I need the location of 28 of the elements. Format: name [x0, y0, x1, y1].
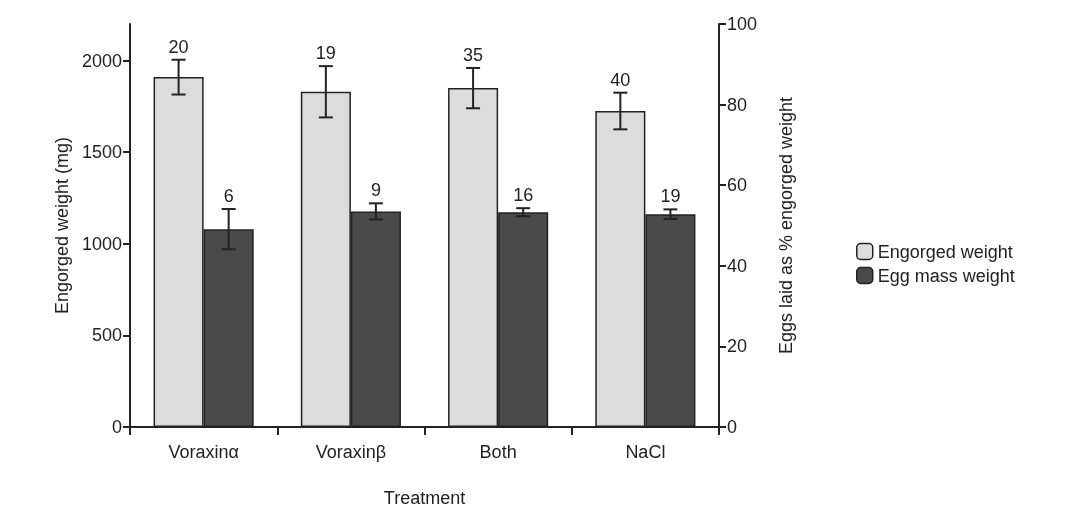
- y-tick-label: 2000: [81, 50, 122, 71]
- y2-tick-label: 40: [727, 255, 748, 276]
- y2-axis-title: Eggs laid as % engorged weight: [776, 96, 796, 355]
- annotation: 35: [463, 44, 484, 65]
- y2-tick-label: 20: [727, 336, 748, 357]
- x-tick-label: Voraxinβ: [315, 442, 387, 462]
- y2-tick-label: 100: [727, 14, 758, 34]
- annotation: 6: [223, 186, 234, 207]
- y-tick-label: 1500: [81, 142, 122, 163]
- legend-label: Engorged weight: [877, 241, 1013, 262]
- annotation: 19: [315, 43, 336, 64]
- annotation: 40: [610, 69, 631, 90]
- y2-tick-label: 0: [727, 417, 738, 437]
- annotation: 9: [370, 180, 381, 201]
- y-tick-label: 1000: [81, 233, 122, 254]
- x-tick-label: NaCl: [625, 442, 666, 462]
- annotation: 20: [168, 36, 189, 57]
- y2-tick-label: 80: [727, 94, 748, 115]
- y-tick-label: 500: [91, 325, 122, 346]
- x-tick-label: Voraxinα: [168, 442, 239, 462]
- annotation: 16: [513, 185, 534, 206]
- annotation: 19: [660, 186, 681, 207]
- y-axis-title: Engorged weight (mg): [52, 136, 73, 315]
- y2-tick-label: 60: [727, 175, 748, 196]
- y-tick-label: 0: [111, 417, 122, 437]
- legend-label: Egg mass weight: [877, 265, 1015, 286]
- x-axis-title: Treatment: [383, 488, 466, 508]
- x-tick-label: Both: [479, 442, 517, 462]
